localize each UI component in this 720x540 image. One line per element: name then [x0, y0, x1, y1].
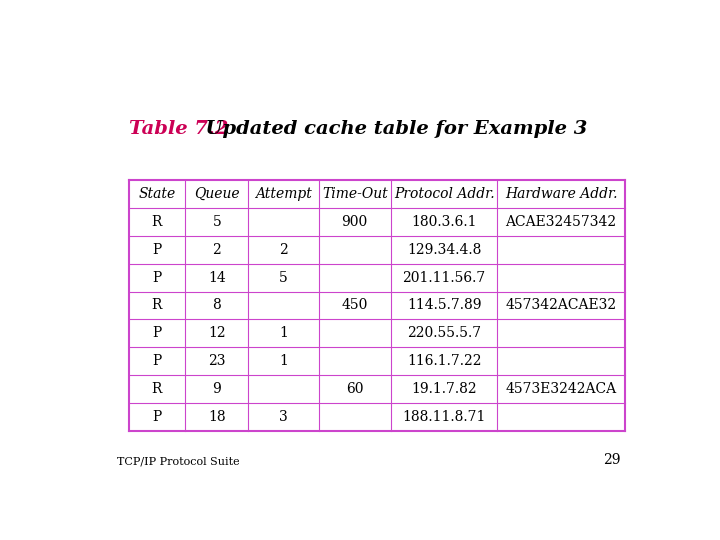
Text: ACAE32457342: ACAE32457342	[505, 215, 616, 229]
Text: 23: 23	[208, 354, 225, 368]
Text: Updated cache table for Example 3: Updated cache table for Example 3	[192, 120, 588, 138]
Text: 8: 8	[212, 299, 221, 313]
Text: 1: 1	[279, 326, 288, 340]
Text: P: P	[153, 410, 161, 424]
Text: Hardware Addr.: Hardware Addr.	[505, 187, 617, 201]
Text: 3: 3	[279, 410, 288, 424]
Text: 201.11.56.7: 201.11.56.7	[402, 271, 486, 285]
Text: 5: 5	[212, 215, 221, 229]
Text: 60: 60	[346, 382, 364, 396]
Text: R: R	[152, 215, 162, 229]
Text: 12: 12	[208, 326, 225, 340]
Text: 2: 2	[279, 243, 288, 257]
Text: 19.1.7.82: 19.1.7.82	[411, 382, 477, 396]
Text: P: P	[153, 243, 161, 257]
Text: 14: 14	[208, 271, 225, 285]
Text: 29: 29	[603, 453, 621, 467]
Text: 188.11.8.71: 188.11.8.71	[402, 410, 486, 424]
Text: Time-Out: Time-Out	[322, 187, 387, 201]
Text: 18: 18	[208, 410, 225, 424]
Text: 220.55.5.7: 220.55.5.7	[407, 326, 481, 340]
Text: R: R	[152, 299, 162, 313]
Text: P: P	[153, 354, 161, 368]
Text: 450: 450	[341, 299, 368, 313]
Text: 9: 9	[212, 382, 221, 396]
Text: P: P	[153, 271, 161, 285]
Text: 129.34.4.8: 129.34.4.8	[407, 243, 482, 257]
Text: Queue: Queue	[194, 187, 240, 201]
Text: 4573E3242ACA: 4573E3242ACA	[505, 382, 616, 396]
Text: R: R	[152, 382, 162, 396]
Text: 5: 5	[279, 271, 288, 285]
Text: 114.5.7.89: 114.5.7.89	[407, 299, 482, 313]
Text: 900: 900	[341, 215, 368, 229]
Text: State: State	[138, 187, 176, 201]
Text: Table 7.2: Table 7.2	[129, 120, 228, 138]
Text: 116.1.7.22: 116.1.7.22	[407, 354, 482, 368]
Text: P: P	[153, 326, 161, 340]
Text: 457342ACAE32: 457342ACAE32	[505, 299, 616, 313]
Text: Attempt: Attempt	[255, 187, 312, 201]
Text: 2: 2	[212, 243, 221, 257]
Text: 180.3.6.1: 180.3.6.1	[411, 215, 477, 229]
Text: 1: 1	[279, 354, 288, 368]
Text: Protocol Addr.: Protocol Addr.	[394, 187, 495, 201]
Text: TCP/IP Protocol Suite: TCP/IP Protocol Suite	[117, 457, 240, 467]
